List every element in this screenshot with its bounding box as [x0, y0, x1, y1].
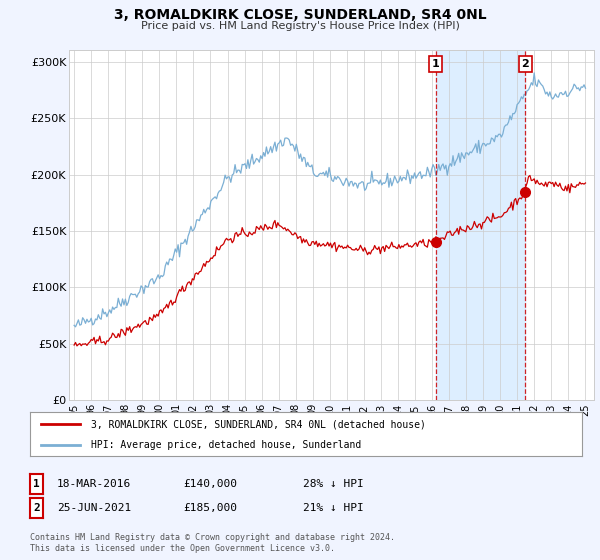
Text: 1: 1	[33, 479, 40, 489]
Text: £185,000: £185,000	[183, 503, 237, 514]
Text: 3, ROMALDKIRK CLOSE, SUNDERLAND, SR4 0NL: 3, ROMALDKIRK CLOSE, SUNDERLAND, SR4 0NL	[113, 8, 487, 22]
Bar	[436, 50, 526, 400]
Text: 1: 1	[432, 59, 440, 69]
Text: 28% ↓ HPI: 28% ↓ HPI	[303, 479, 364, 489]
Text: Contains HM Land Registry data © Crown copyright and database right 2024.
This d: Contains HM Land Registry data © Crown c…	[30, 533, 395, 553]
Text: 18-MAR-2016: 18-MAR-2016	[57, 479, 131, 489]
Text: HPI: Average price, detached house, Sunderland: HPI: Average price, detached house, Sund…	[91, 440, 361, 450]
Text: £140,000: £140,000	[183, 479, 237, 489]
Text: 2: 2	[33, 503, 40, 513]
Text: 25-JUN-2021: 25-JUN-2021	[57, 503, 131, 514]
Text: 3, ROMALDKIRK CLOSE, SUNDERLAND, SR4 0NL (detached house): 3, ROMALDKIRK CLOSE, SUNDERLAND, SR4 0NL…	[91, 419, 425, 429]
Text: 2: 2	[521, 59, 529, 69]
Text: 21% ↓ HPI: 21% ↓ HPI	[303, 503, 364, 514]
Text: Price paid vs. HM Land Registry's House Price Index (HPI): Price paid vs. HM Land Registry's House …	[140, 21, 460, 31]
